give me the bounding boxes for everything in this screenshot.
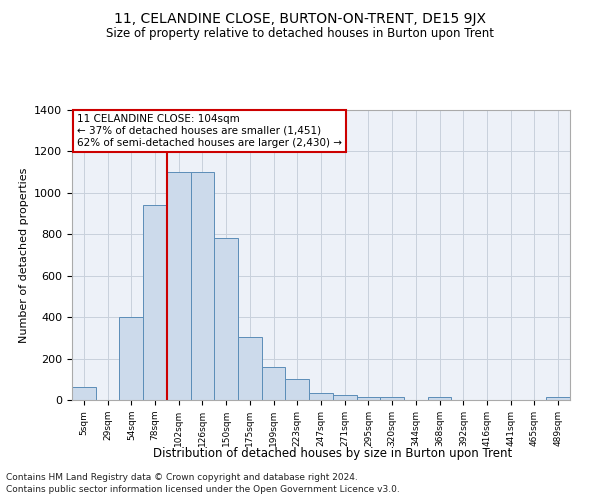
Text: 11 CELANDINE CLOSE: 104sqm
← 37% of detached houses are smaller (1,451)
62% of s: 11 CELANDINE CLOSE: 104sqm ← 37% of deta… (77, 114, 342, 148)
Bar (262, 367, 286, 400)
Bar (191, 172, 214, 400)
Text: Contains public sector information licensed under the Open Government Licence v3: Contains public sector information licen… (6, 485, 400, 494)
Bar (238, 337, 262, 400)
Bar (380, 397, 404, 400)
Text: 11, CELANDINE CLOSE, BURTON-ON-TRENT, DE15 9JX: 11, CELANDINE CLOSE, BURTON-ON-TRENT, DE… (114, 12, 486, 26)
Y-axis label: Number of detached properties: Number of detached properties (19, 168, 29, 342)
Bar (333, 395, 356, 400)
Bar (119, 317, 143, 400)
Bar (143, 206, 167, 400)
Bar (167, 172, 191, 400)
Bar (546, 397, 570, 400)
Bar (214, 238, 238, 400)
Bar (286, 380, 309, 400)
Bar (356, 397, 380, 400)
Bar (72, 386, 96, 400)
Text: Size of property relative to detached houses in Burton upon Trent: Size of property relative to detached ho… (106, 28, 494, 40)
Text: Distribution of detached houses by size in Burton upon Trent: Distribution of detached houses by size … (154, 448, 512, 460)
Text: Contains HM Land Registry data © Crown copyright and database right 2024.: Contains HM Land Registry data © Crown c… (6, 472, 358, 482)
Bar (309, 393, 333, 400)
Bar (428, 397, 451, 400)
